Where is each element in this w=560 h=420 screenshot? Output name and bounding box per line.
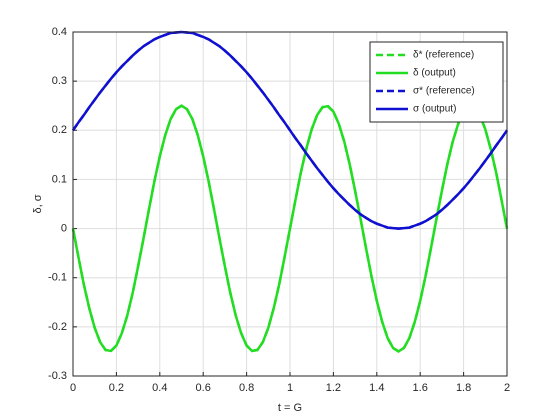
legend-label: σ* (reference) — [413, 86, 475, 97]
x-axis-label: t = G — [278, 402, 302, 414]
x-tick-label: 2 — [504, 382, 510, 394]
x-tick-label: 1 — [287, 382, 293, 394]
legend-label: σ (output) — [413, 104, 456, 115]
x-tick-label: 1.6 — [413, 382, 428, 394]
series-line — [71, 30, 509, 230]
y-tick-label: 0.4 — [52, 26, 67, 38]
y-tick-label: -0.2 — [48, 321, 67, 333]
series-line — [71, 104, 509, 353]
y-tick-label: 0.3 — [52, 75, 67, 87]
y-tick-label: -0.3 — [48, 370, 67, 382]
y-tick-label: -0.1 — [48, 272, 67, 284]
x-tick-label: 1.8 — [456, 382, 471, 394]
x-tick-label: 0.6 — [196, 382, 211, 394]
x-tick-label: 1.4 — [369, 382, 384, 394]
y-axis-label: δ, σ — [32, 194, 44, 213]
x-tick-label: 0.2 — [109, 382, 124, 394]
axes-box — [72, 31, 508, 377]
y-tick-label: 0.1 — [52, 173, 67, 185]
legend-label: δ (output) — [413, 68, 456, 79]
legend-label: δ* (reference) — [413, 50, 474, 61]
legend: δ* (reference) δ (output) σ* (reference) σ … — [369, 41, 504, 123]
x-tick-label: 0.4 — [152, 382, 167, 394]
y-tick-label: 0 — [61, 222, 67, 234]
x-tick-label: 0.8 — [239, 382, 254, 394]
x-tick-label: 0 — [70, 382, 76, 394]
y-tick-label: 0.2 — [52, 124, 67, 136]
x-tick-label: 1.2 — [326, 382, 341, 394]
